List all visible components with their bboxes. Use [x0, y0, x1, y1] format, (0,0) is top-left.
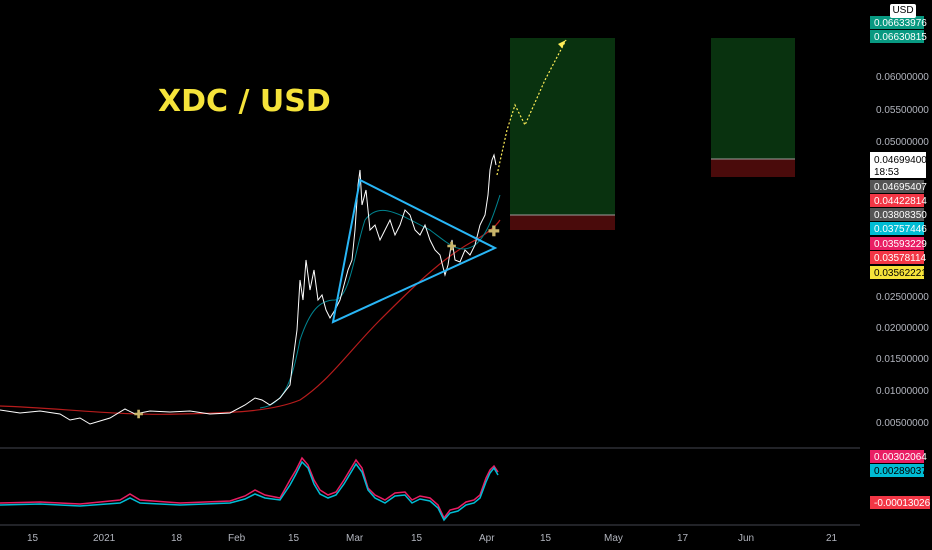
long-position-2-loss-zone[interactable]	[711, 159, 795, 177]
last-price-badge: 0.04699400 18:53	[870, 152, 927, 178]
price-badge: 0.03578114	[870, 251, 927, 264]
svg-text:0.00289037: 0.00289037	[874, 466, 927, 477]
y-tick-label: 0.00500000	[876, 418, 929, 429]
svg-text:0.00302064: 0.00302064	[874, 452, 927, 463]
svg-text:18:53: 18:53	[874, 167, 899, 178]
price-badge: 0.03593229	[870, 237, 927, 250]
plus-marker: ✚	[488, 223, 500, 239]
oscillator-badge: -0.00013026	[870, 496, 931, 509]
oscillator-line-teal	[0, 460, 499, 522]
y-tick-label: 0.02000000	[876, 323, 929, 334]
svg-text:0.03808350: 0.03808350	[874, 210, 927, 221]
svg-text:0.04422814: 0.04422814	[874, 196, 927, 207]
svg-text:0.03578114: 0.03578114	[874, 253, 927, 264]
price-badge: 0.04422814	[870, 194, 927, 207]
long-position-loss-zone[interactable]	[510, 215, 615, 230]
price-badge: 0.03562221	[870, 266, 927, 279]
y-tick-label: 0.01000000	[876, 386, 929, 397]
svg-text:0.03757446: 0.03757446	[874, 224, 927, 235]
svg-text:0.03593229: 0.03593229	[874, 239, 927, 250]
price-badge: 0.04695407	[870, 180, 927, 193]
x-tick-label: May	[604, 533, 623, 544]
oscillator-line-red	[0, 456, 499, 520]
price-axis[interactable]: 0.06000000 0.05500000 0.05000000 0.02500…	[860, 0, 932, 525]
projection-arrow-head	[558, 40, 566, 48]
long-position-profit-zone[interactable]	[510, 38, 615, 215]
chart-title: XDC / USD	[158, 84, 331, 119]
x-tick-label: 21	[826, 533, 838, 544]
svg-text:0.03562221: 0.03562221	[874, 268, 927, 279]
time-axis[interactable]: 15 2021 18 Feb 15 Mar 15 Apr 15 May 17 J…	[0, 524, 860, 544]
x-tick-label: 15	[288, 533, 300, 544]
x-tick-label: Mar	[346, 533, 364, 544]
price-badge: 0.06633976	[870, 16, 927, 29]
svg-text:0.04699400: 0.04699400	[874, 155, 927, 166]
x-tick-label: Jun	[738, 533, 754, 544]
plus-marker: ✚	[447, 241, 456, 253]
y-tick-label: 0.05000000	[876, 137, 929, 148]
ma-long-line	[0, 219, 501, 415]
oscillator-badge: 0.00302064	[870, 450, 927, 463]
triangle-pattern[interactable]	[331, 178, 498, 324]
price-badge: 0.06630815	[870, 30, 927, 43]
main-pane[interactable]: XDC / USD ✚ ✚ ✚	[0, 38, 795, 425]
oscillator-badge: 0.00289037	[870, 464, 927, 477]
y-tick-label: 0.05500000	[876, 105, 929, 116]
oscillator-pane[interactable]	[0, 456, 499, 522]
svg-text:-0.00013026: -0.00013026	[874, 498, 931, 509]
x-tick-label: 17	[677, 533, 689, 544]
currency-label[interactable]: USD	[890, 4, 916, 18]
x-tick-label: 2021	[93, 533, 116, 544]
y-tick-label: 0.02500000	[876, 292, 929, 303]
svg-text:0.04695407: 0.04695407	[874, 182, 927, 193]
x-tick-label: Apr	[479, 533, 495, 544]
x-tick-label: 15	[27, 533, 39, 544]
x-tick-label: 15	[540, 533, 552, 544]
plus-marker: ✚	[134, 409, 143, 421]
price-line	[0, 153, 497, 425]
y-tick-label: 0.06000000	[876, 72, 929, 83]
price-badge: 0.03757446	[870, 222, 927, 235]
long-position-2-profit-zone[interactable]	[711, 38, 795, 159]
svg-text:0.06630815: 0.06630815	[874, 32, 927, 43]
y-tick-label: 0.01500000	[876, 354, 929, 365]
x-tick-label: 15	[411, 533, 423, 544]
x-tick-label: Feb	[228, 533, 246, 544]
price-badge: 0.03808350	[870, 208, 927, 221]
x-tick-label: 18	[171, 533, 183, 544]
svg-text:0.06633976: 0.06633976	[874, 18, 927, 29]
